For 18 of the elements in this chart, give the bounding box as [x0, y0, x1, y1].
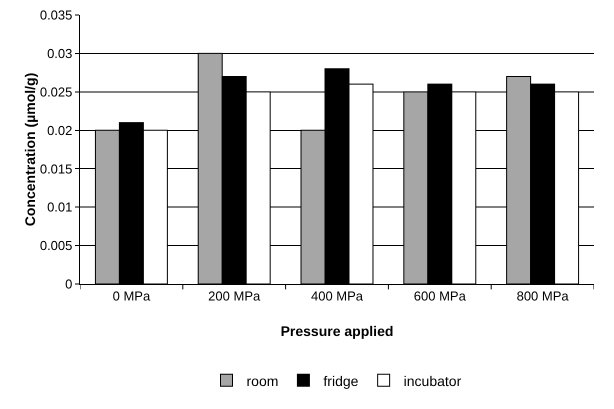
x-tick-label: 600 MPa: [414, 288, 467, 304]
legend-label: incubator: [404, 372, 462, 389]
y-tick-label: 0.035: [40, 8, 72, 23]
x-axis-title: Pressure applied: [280, 323, 394, 339]
y-tick-label: 0.005: [40, 238, 72, 254]
y-axis-title: Concentration (µmol/g): [22, 72, 38, 226]
y-tick-label: 0.015: [40, 161, 72, 176]
legend-label: room: [246, 372, 278, 389]
x-tick-label: 800 MPa: [516, 288, 570, 304]
y-tick-label: 0.01: [47, 200, 72, 215]
x-tick-label: 200 MPa: [208, 288, 261, 304]
y-tick-label: 0.03: [47, 46, 72, 61]
x-tick-label: 0 MPa: [112, 288, 151, 304]
y-tick-label: 0.02: [47, 122, 72, 138]
x-tick-label: 400 MPa: [310, 288, 364, 304]
legend-label: fridge: [323, 372, 359, 389]
y-tick-label: 0: [65, 276, 72, 292]
y-tick-label: 0.025: [40, 84, 72, 100]
